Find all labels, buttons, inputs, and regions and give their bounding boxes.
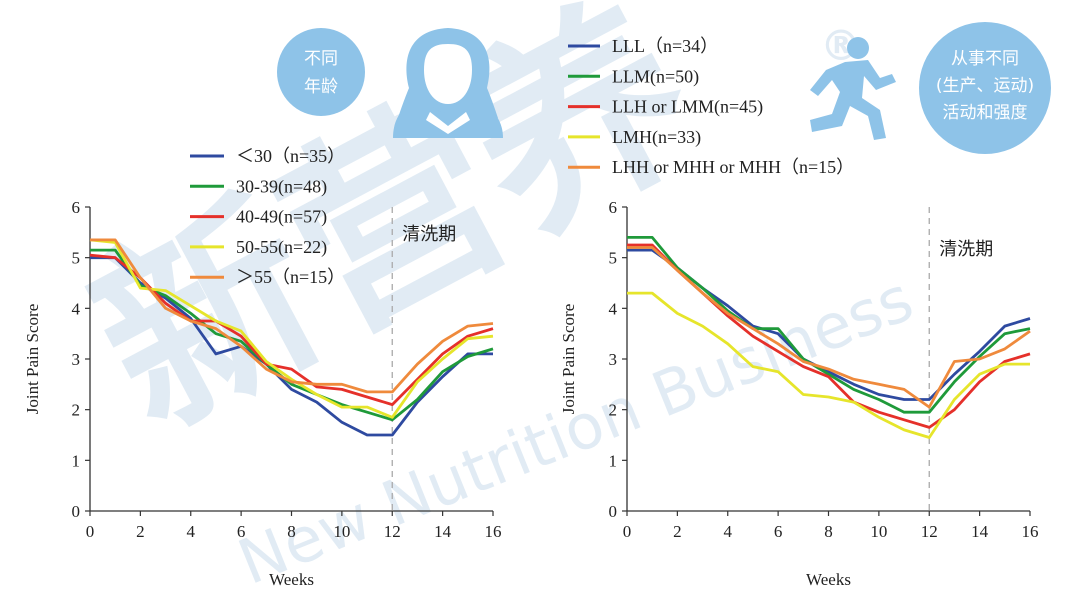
legend-label-3: LLH or LMM(n=45)	[612, 97, 763, 118]
washout-label: 清洗期	[939, 239, 993, 260]
legend-label-4: LMH(n=33)	[612, 127, 701, 148]
activity-badge-circle	[919, 22, 1051, 154]
x-axis-label: Weeks	[806, 570, 851, 589]
y-tick-label: 2	[609, 401, 618, 420]
runner-icon	[810, 37, 896, 140]
legend-label-4: 50-55(n=22)	[236, 237, 327, 258]
y-tick-label: 1	[609, 451, 618, 470]
y-tick-label: 6	[72, 198, 81, 217]
x-tick-label: 2	[673, 522, 682, 541]
x-tick-label: 6	[237, 522, 246, 541]
x-tick-label: 10	[870, 522, 887, 541]
watermark: 新营养 New Nutrition Business ®	[58, 0, 922, 599]
y-tick-label: 5	[609, 249, 618, 268]
legend-label-5: LHH or MHH or MHH（n=15）	[612, 157, 854, 177]
activity-badge-line1: 从事不同	[951, 49, 1019, 69]
series-line-2	[90, 248, 494, 422]
x-tick-label: 14	[434, 522, 452, 541]
series-line-5	[90, 238, 494, 394]
x-tick-label: 12	[384, 522, 401, 541]
x-tick-label: 6	[774, 522, 783, 541]
y-tick-label: 3	[72, 350, 81, 369]
y-tick-label: 2	[72, 401, 81, 420]
y-tick-label: 4	[609, 299, 618, 318]
series-line-5	[627, 246, 1031, 409]
legend: LLL（n=34） LLM(n=50) LLH or LMM(n=45) LMH(n=…	[568, 36, 854, 177]
activity-badge-line2: (生产、运动)	[936, 76, 1034, 96]
x-tick-label: 14	[971, 522, 989, 541]
x-tick-label: 8	[824, 522, 833, 541]
age-badge-line2: 年龄	[304, 77, 338, 97]
legend: ＜30（n=35） 30-39(n=48) 40-49(n=57) 50-55(n=2…	[190, 146, 345, 287]
x-tick-label: 10	[333, 522, 350, 541]
age-badge-line1: 不同	[304, 49, 338, 69]
x-tick-label: 0	[86, 522, 95, 541]
age-badge-circle	[277, 28, 365, 116]
series-line-2	[627, 235, 1031, 414]
series-line-4	[89, 238, 494, 419]
x-tick-label: 8	[287, 522, 296, 541]
washout-label: 清洗期	[402, 224, 456, 245]
y-tick-label: 3	[609, 350, 618, 369]
x-axis-label: Weeks	[269, 570, 314, 589]
legend-label-2: LLM(n=50)	[612, 66, 699, 87]
x-tick-label: 2	[136, 522, 145, 541]
legend-label-1: ＜30（n=35）	[236, 146, 345, 166]
legend-label-3: 40-49(n=57)	[236, 207, 327, 228]
x-tick-label: 12	[921, 522, 938, 541]
y-tick-label: 6	[609, 198, 618, 217]
y-tick-label: 5	[72, 249, 81, 268]
y-tick-label: 0	[72, 502, 81, 521]
legend-label-5: ＞55（n=15）	[236, 267, 345, 287]
woman-icon	[393, 28, 503, 138]
x-tick-label: 4	[724, 522, 733, 541]
x-tick-label: 0	[623, 522, 632, 541]
y-axis-label: Joint Pain Score	[23, 304, 42, 415]
y-tick-label: 1	[72, 451, 81, 470]
y-tick-label: 0	[609, 502, 618, 521]
series-line-3	[89, 253, 494, 407]
activity-badge-line3: 活动和强度	[943, 103, 1028, 123]
y-tick-label: 4	[72, 299, 81, 318]
legend-label-2: 30-39(n=48)	[236, 176, 327, 197]
x-tick-label: 16	[485, 522, 502, 541]
x-tick-label: 4	[187, 522, 196, 541]
x-tick-label: 16	[1022, 522, 1039, 541]
y-axis-label: Joint Pain Score	[559, 304, 578, 415]
legend-label-1: LLL（n=34）	[612, 36, 718, 56]
series-line-4	[627, 291, 1030, 439]
age-badge: 不同 年龄	[277, 28, 365, 116]
activity-badge: 从事不同 (生产、运动) 活动和强度	[919, 22, 1051, 154]
